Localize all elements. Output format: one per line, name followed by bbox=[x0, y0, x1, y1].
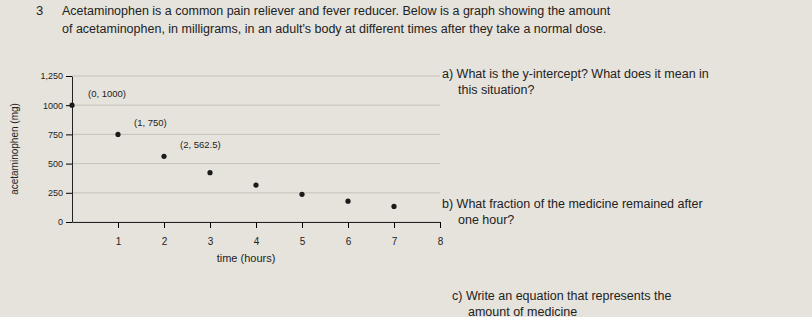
point-label: (1, 750) bbox=[134, 117, 167, 128]
x-tick: 6 bbox=[346, 222, 352, 247]
x-tick-mark bbox=[302, 222, 303, 228]
x-tick: 7 bbox=[392, 222, 398, 247]
grid-line bbox=[72, 192, 440, 193]
x-tick-mark bbox=[440, 222, 441, 228]
x-tick: 4 bbox=[254, 222, 260, 247]
y-tick: 1000 bbox=[43, 101, 72, 111]
y-tick-label: 1000 bbox=[43, 101, 63, 111]
y-tick-mark bbox=[66, 76, 72, 77]
points bbox=[69, 103, 396, 209]
grid-line bbox=[72, 105, 440, 106]
y-tick-label: 500 bbox=[48, 159, 63, 169]
x-tick-mark bbox=[256, 222, 257, 228]
x-tick: 5 bbox=[300, 222, 306, 247]
x-tick-label: 1 bbox=[116, 236, 122, 247]
grid-line bbox=[72, 134, 440, 135]
intro-line: of acetaminophen, in milligrams, in an a… bbox=[62, 22, 606, 36]
x-tick-label: 6 bbox=[346, 236, 352, 247]
y-tick-mark bbox=[66, 134, 72, 135]
data-point bbox=[161, 154, 166, 159]
x-tick-label: 3 bbox=[208, 236, 214, 247]
y-tick: 0 bbox=[58, 217, 72, 227]
question-line: one hour? bbox=[458, 213, 514, 227]
y-tick-label: 250 bbox=[48, 188, 63, 198]
x-tick-mark bbox=[210, 222, 211, 228]
y-tick-mark bbox=[66, 164, 72, 165]
x-axis: 1 2 3 4 5 6 7 8 bbox=[73, 222, 444, 247]
y-tick-label: 0 bbox=[58, 217, 63, 227]
y-tick-label: 750 bbox=[48, 130, 63, 140]
page: 3 Acetaminophen is a common pain reliever… bbox=[0, 0, 812, 317]
x-tick: 3 bbox=[208, 222, 214, 247]
y-tick: 1,250 bbox=[40, 71, 72, 81]
x-tick: 8 bbox=[438, 222, 444, 247]
point-label: (2, 562.5) bbox=[180, 139, 221, 150]
y-tick: 250 bbox=[48, 188, 72, 198]
x-tick-label: 2 bbox=[162, 236, 168, 247]
y-tick-mark bbox=[66, 222, 72, 223]
data-point bbox=[115, 132, 120, 137]
question-line: a) What is the y-intercept? What does it… bbox=[442, 67, 709, 81]
question-line: b) What fraction of the medicine remaine… bbox=[442, 197, 703, 211]
x-tick-mark bbox=[118, 222, 119, 228]
data-point bbox=[345, 199, 350, 204]
data-point bbox=[299, 192, 304, 197]
grid-line bbox=[72, 76, 440, 77]
y-tick-mark bbox=[66, 193, 72, 194]
y-axis-line bbox=[72, 77, 73, 223]
grid-line bbox=[72, 163, 440, 164]
y-tick: 750 bbox=[48, 130, 72, 140]
x-tick: 2 bbox=[162, 222, 168, 247]
y-axis-title: acetaminophen (mg) bbox=[9, 103, 20, 195]
question-line: c) Write an equation that represents the bbox=[452, 289, 671, 303]
y-tick: 500 bbox=[48, 159, 72, 169]
question-line: this situation? bbox=[458, 83, 534, 97]
x-tick-label: 5 bbox=[300, 236, 306, 247]
point-label: (0, 1000) bbox=[88, 88, 126, 99]
x-tick-label: 7 bbox=[392, 236, 398, 247]
x-tick-mark bbox=[394, 222, 395, 228]
x-tick-label: 8 bbox=[438, 236, 444, 247]
intro-line: Acetaminophen is a common pain reliever … bbox=[62, 4, 611, 18]
data-point bbox=[207, 170, 212, 175]
y-axis: 0 250 500 750 1000 1,250 bbox=[40, 71, 72, 227]
x-tick: 1 bbox=[116, 222, 122, 247]
data-point bbox=[69, 103, 74, 108]
problem-number: 3 bbox=[36, 3, 43, 18]
data-point bbox=[391, 204, 396, 209]
x-tick-mark bbox=[164, 222, 165, 228]
data-point bbox=[253, 182, 258, 187]
x-tick-label: 4 bbox=[254, 236, 260, 247]
question-line: amount of medicine bbox=[468, 305, 577, 317]
y-tick-label: 1,250 bbox=[40, 71, 63, 81]
x-axis-title: time (hours) bbox=[217, 252, 276, 264]
x-tick-mark bbox=[348, 222, 349, 228]
